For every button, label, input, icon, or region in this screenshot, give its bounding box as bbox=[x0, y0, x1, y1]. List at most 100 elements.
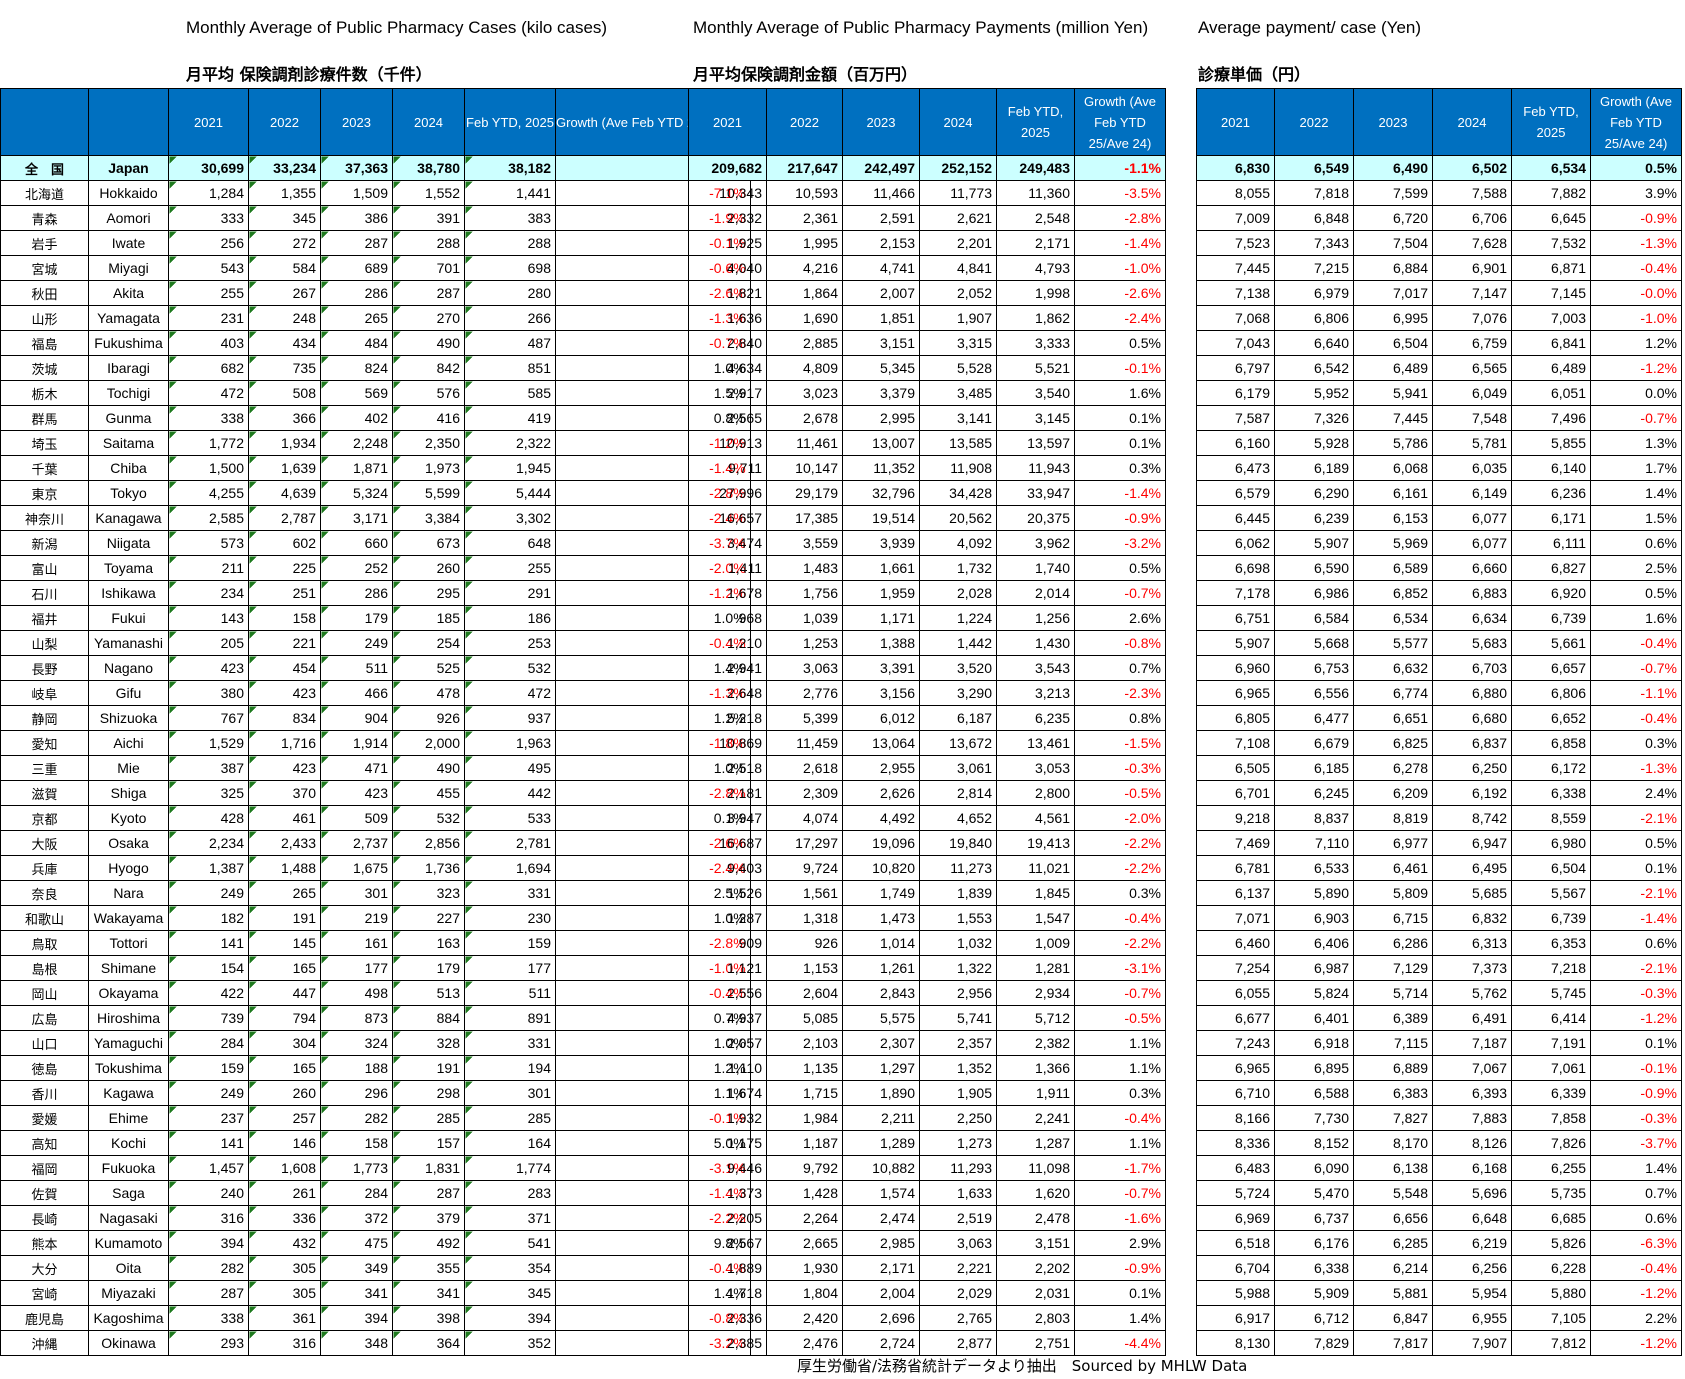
table-row: 5,724 5,470 5,548 5,696 5,735 0.7% bbox=[1196, 1180, 1682, 1206]
value-cell: 5,826 bbox=[1511, 1230, 1591, 1256]
value-cell: 6,701 bbox=[1196, 780, 1275, 806]
value-cell: 3,559 bbox=[766, 530, 843, 556]
value-cell: 13,597 bbox=[996, 430, 1075, 456]
prefecture-jp: 長野 bbox=[0, 655, 89, 681]
value-cell: 6,255 bbox=[1511, 1155, 1591, 1181]
value-cell: 1,871 bbox=[320, 455, 393, 481]
table-row: 群馬 Gunma 338 366 402 416 419 0.8% bbox=[0, 405, 751, 431]
value-cell: 7,599 bbox=[1353, 180, 1433, 206]
table-row: 1,889 1,930 2,171 2,221 2,202 -0.9% bbox=[688, 1255, 1166, 1281]
header-row: 2021 2022 2023 2024 Feb YTD, 2025 Growth (Ave… bbox=[688, 88, 1166, 156]
value-cell: 6,055 bbox=[1196, 980, 1275, 1006]
value-cell: 2,626 bbox=[842, 780, 920, 806]
growth-cell: -3.2% bbox=[1074, 530, 1166, 556]
value-cell: 2,014 bbox=[996, 580, 1075, 606]
value-cell: 7,858 bbox=[1511, 1105, 1591, 1131]
value-cell: 6,753 bbox=[1274, 655, 1354, 681]
table-row: 長崎 Nagasaki 316 336 372 379 371 -2.2% bbox=[0, 1205, 751, 1231]
prefecture-en: Tokyo bbox=[88, 480, 169, 506]
growth-cell: -1.7% bbox=[1074, 1155, 1166, 1181]
value-cell: 7,108 bbox=[1196, 730, 1275, 756]
table-row: 1,110 1,135 1,297 1,352 1,366 1.1% bbox=[688, 1055, 1166, 1081]
value-cell: 4,809 bbox=[766, 355, 843, 381]
growth-cell: -0.9% bbox=[1590, 205, 1682, 231]
value-cell: 6,781 bbox=[1196, 855, 1275, 881]
value-cell: 266 bbox=[464, 305, 556, 331]
value-cell: 7,445 bbox=[1196, 255, 1275, 281]
value-cell: 2,665 bbox=[766, 1230, 843, 1256]
value-cell: 6,739 bbox=[1511, 905, 1591, 931]
value-cell: 5,661 bbox=[1511, 630, 1591, 656]
value-cell: 926 bbox=[392, 705, 465, 731]
prefecture-jp: 福岡 bbox=[0, 1155, 89, 1181]
growth-cell: 1.4% bbox=[1590, 480, 1682, 506]
prefecture-en: Gunma bbox=[88, 405, 169, 431]
value-cell: 2,336 bbox=[688, 1305, 767, 1331]
growth-cell: -1.0% bbox=[1590, 305, 1682, 331]
table-row: 島根 Shimane 154 165 177 179 177 -1.0% bbox=[0, 955, 751, 981]
value-cell: 7,373 bbox=[1432, 955, 1512, 981]
value-cell: 1,839 bbox=[919, 880, 997, 906]
value-cell: 2,737 bbox=[320, 830, 393, 856]
value-cell: 6,903 bbox=[1274, 905, 1354, 931]
growth-cell: -2.1% bbox=[1590, 805, 1682, 831]
growth-cell: 2.6% bbox=[1074, 605, 1166, 631]
value-cell: 891 bbox=[464, 1005, 556, 1031]
table-row: 佐賀 Saga 240 261 284 287 283 -1.4% bbox=[0, 1180, 751, 1206]
table-row: 2,518 2,618 2,955 3,061 3,053 -0.3% bbox=[688, 755, 1166, 781]
value-cell: 7,071 bbox=[1196, 905, 1275, 931]
value-cell: 6,565 bbox=[1432, 355, 1512, 381]
value-cell: 17,385 bbox=[766, 505, 843, 531]
table-row: 6,055 5,824 5,714 5,762 5,745 -0.3% bbox=[1196, 980, 1682, 1006]
table-row: 愛媛 Ehime 237 257 282 285 285 -0.1% bbox=[0, 1105, 751, 1131]
table-row: 岡山 Okayama 422 447 498 513 511 -0.4% bbox=[0, 980, 751, 1006]
value-cell: 6,685 bbox=[1511, 1205, 1591, 1231]
prefecture-en: Ehime bbox=[88, 1105, 169, 1131]
growth-cell: 0.8% bbox=[1074, 705, 1166, 731]
value-cell: 698 bbox=[464, 255, 556, 281]
value-cell: 2,800 bbox=[996, 780, 1075, 806]
growth-cell: 0.5% bbox=[1074, 330, 1166, 356]
growth-cell: -2.8% bbox=[1074, 205, 1166, 231]
value-cell: 143 bbox=[168, 605, 249, 631]
value-cell: 5,954 bbox=[1432, 1280, 1512, 1306]
value-cell: 7,129 bbox=[1353, 955, 1433, 981]
value-cell: 2,171 bbox=[996, 230, 1075, 256]
value-cell: 9,724 bbox=[766, 855, 843, 881]
value-cell: 6,703 bbox=[1432, 655, 1512, 681]
prefecture-jp: 愛知 bbox=[0, 730, 89, 756]
value-cell: 141 bbox=[168, 1130, 249, 1156]
growth-cell: -0.3% bbox=[1074, 755, 1166, 781]
value-cell: 1,930 bbox=[766, 1255, 843, 1281]
table-row: 9,446 9,792 10,882 11,293 11,098 -1.7% bbox=[688, 1155, 1166, 1181]
growth-cell: 1.5% bbox=[1590, 505, 1682, 531]
value-cell: 2,234 bbox=[168, 830, 249, 856]
value-cell: 391 bbox=[392, 205, 465, 231]
table-row: 1,526 1,561 1,749 1,839 1,845 0.3% bbox=[688, 880, 1166, 906]
value-cell: 1,984 bbox=[766, 1105, 843, 1131]
value-cell: 11,273 bbox=[919, 855, 997, 881]
value-cell: 1,864 bbox=[766, 280, 843, 306]
value-cell: 179 bbox=[320, 605, 393, 631]
value-cell: 5,952 bbox=[1274, 380, 1354, 406]
table-row: 2,385 2,476 2,724 2,877 2,751 -4.4% bbox=[688, 1330, 1166, 1356]
unit-price-title-en: Average payment/ case (Yen) bbox=[1198, 18, 1422, 37]
value-cell: 5,735 bbox=[1511, 1180, 1591, 1206]
value-cell: 7,504 bbox=[1353, 230, 1433, 256]
value-cell: 177 bbox=[320, 955, 393, 981]
table-row: 山形 Yamagata 231 248 265 270 266 -1.3% bbox=[0, 305, 751, 331]
value-cell: 11,293 bbox=[919, 1155, 997, 1181]
value-cell: 248 bbox=[248, 305, 321, 331]
table-row: 2,556 2,604 2,843 2,956 2,934 -0.7% bbox=[688, 980, 1166, 1006]
value-cell: 1,998 bbox=[996, 280, 1075, 306]
growth-cell: -1.2% bbox=[1590, 355, 1682, 381]
table-row: 909 926 1,014 1,032 1,009 -2.2% bbox=[688, 930, 1166, 956]
prefecture-en: Japan bbox=[88, 155, 169, 181]
header-cell: 2021 bbox=[168, 88, 249, 156]
table-row: 6,710 6,588 6,383 6,393 6,339 -0.9% bbox=[1196, 1080, 1682, 1106]
table-row: 2,648 2,776 3,156 3,290 3,213 -2.3% bbox=[688, 680, 1166, 706]
value-cell: 386 bbox=[320, 205, 393, 231]
table-row: 大阪 Osaka 2,234 2,433 2,737 2,856 2,781 -2.6% bbox=[0, 830, 751, 856]
value-cell: 6,313 bbox=[1432, 930, 1512, 956]
value-cell: 4,216 bbox=[766, 255, 843, 281]
